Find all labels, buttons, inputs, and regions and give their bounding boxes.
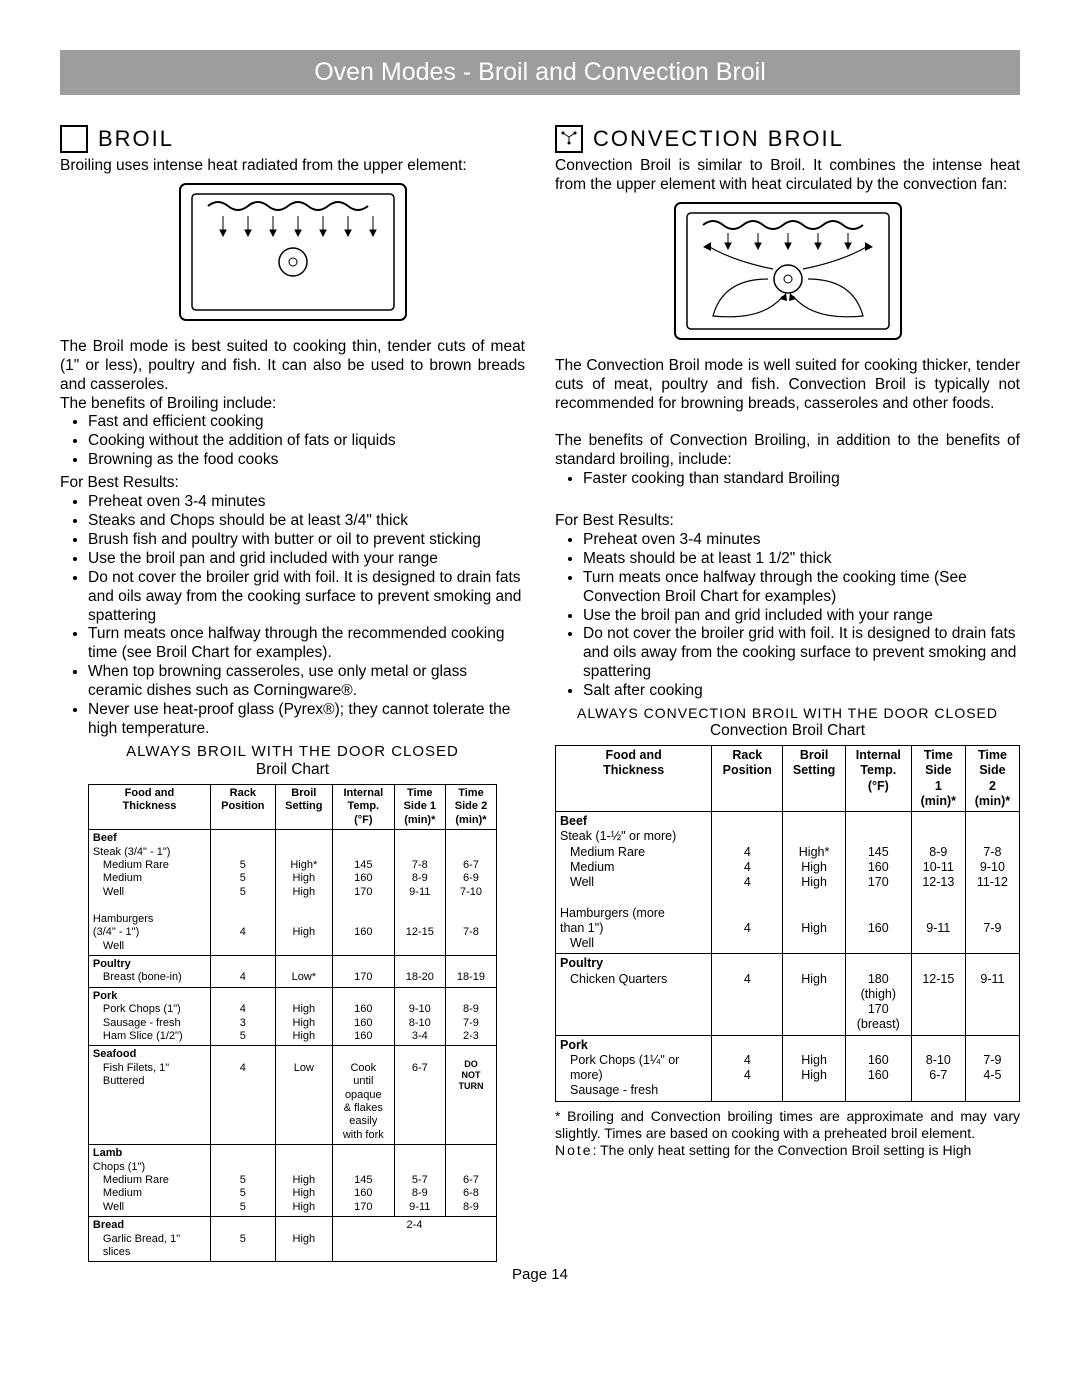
list-item: Meats should be at least 1 1/2" thick	[583, 550, 1020, 569]
broil-benefits-list: Fast and efficient cookingCooking withou…	[60, 413, 525, 470]
conv-chart-table: Food andThicknessRackPositionBroilSettin…	[555, 745, 1020, 1102]
list-item: Fast and efficient cooking	[88, 413, 525, 432]
conv-best-list: Preheat oven 3-4 minutesMeats should be …	[555, 531, 1020, 701]
conv-always: ALWAYS CONVECTION BROIL WITH THE DOOR CL…	[555, 705, 1020, 722]
broil-best-list: Preheat oven 3-4 minutesSteaks and Chops…	[60, 493, 525, 739]
list-item: Never use heat-proof glass (Pyrex®); the…	[88, 701, 525, 739]
broil-para1: The Broil mode is best suited to cooking…	[60, 338, 525, 395]
broil-column: BROIL Broiling uses intense heat radiate…	[60, 125, 525, 1266]
list-item: Turn meats once halfway through the reco…	[88, 625, 525, 663]
content-columns: BROIL Broiling uses intense heat radiate…	[60, 125, 1020, 1266]
list-item: Do not cover the broiler grid with foil.…	[88, 569, 525, 626]
conv-para1: The Convection Broil mode is well suited…	[555, 357, 1020, 414]
list-item: Cooking without the addition of fats or …	[88, 432, 525, 451]
list-item: Use the broil pan and grid included with…	[583, 607, 1020, 626]
convection-title: CONVECTION BROIL	[593, 126, 844, 153]
conv-note: Note: The only heat setting for the Conv…	[555, 1142, 1020, 1159]
list-item: Do not cover the broiler grid with foil.…	[583, 625, 1020, 682]
list-item: Preheat oven 3-4 minutes	[88, 493, 525, 512]
list-item: Salt after cooking	[583, 682, 1020, 701]
broil-best-lead: For Best Results:	[60, 474, 525, 493]
list-item: Brush fish and poultry with butter or oi…	[88, 531, 525, 550]
list-item: Faster cooking than standard Broiling	[583, 470, 1020, 489]
list-item: Preheat oven 3-4 minutes	[583, 531, 1020, 550]
conv-footnote: * Broiling and Convection broiling times…	[555, 1108, 1020, 1142]
conv-chart-title: Convection Broil Chart	[555, 722, 1020, 741]
page-number: Page 14	[60, 1266, 1020, 1283]
conv-benefits-lead: The benefits of Convection Broiling, in …	[555, 432, 1020, 470]
list-item: Browning as the food cooks	[88, 451, 525, 470]
list-item: Steaks and Chops should be at least 3/4"…	[88, 512, 525, 531]
convection-column: CONVECTION BROIL Convection Broil is sim…	[555, 125, 1020, 1266]
convection-figure	[555, 201, 1020, 347]
broil-benefits-lead: The benefits of Broiling include:	[60, 395, 525, 414]
broil-always: ALWAYS BROIL WITH THE DOOR CLOSED	[60, 743, 525, 761]
list-item: Use the broil pan and grid included with…	[88, 550, 525, 569]
broil-icon	[60, 125, 88, 153]
convection-icon	[555, 125, 583, 153]
conv-benefits-list: Faster cooking than standard Broiling	[555, 470, 1020, 489]
list-item: Turn meats once halfway through the cook…	[583, 569, 1020, 607]
broil-intro: Broiling uses intense heat radiated from…	[60, 157, 525, 176]
conv-best-lead: For Best Results:	[555, 512, 1020, 531]
conv-intro: Convection Broil is similar to Broil. It…	[555, 157, 1020, 195]
broil-chart-title: Broil Chart	[60, 761, 525, 780]
broil-title: BROIL	[98, 126, 174, 153]
list-item: When top browning casseroles, use only m…	[88, 663, 525, 701]
broil-figure	[60, 182, 525, 328]
broil-chart-table: Food andThicknessRackPositionBroilSettin…	[88, 784, 497, 1262]
page-title: Oven Modes - Broil and Convection Broil	[60, 50, 1020, 95]
